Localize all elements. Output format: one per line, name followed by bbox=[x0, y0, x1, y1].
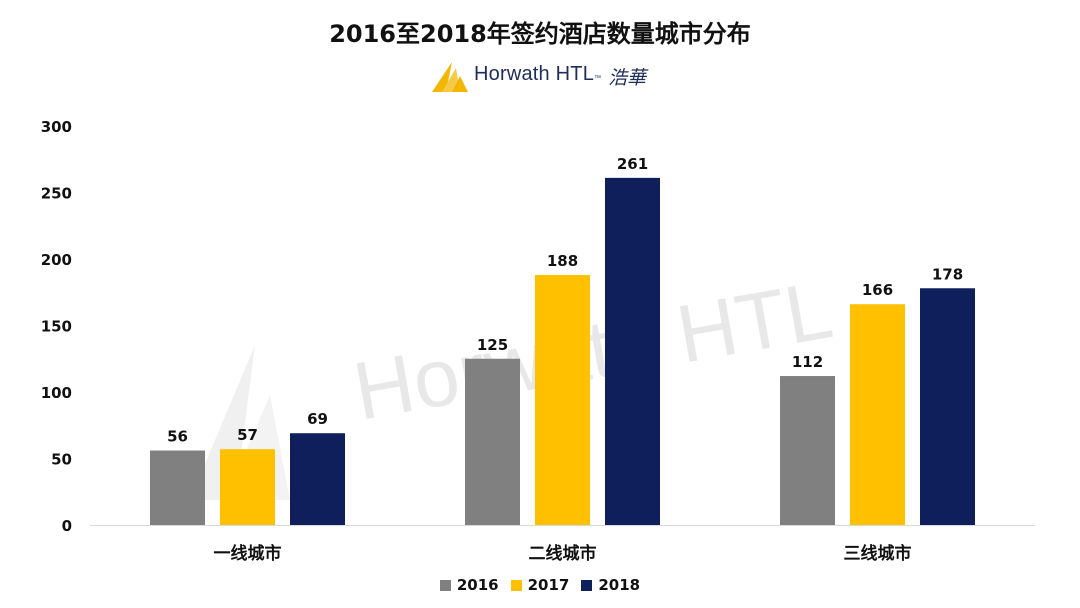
legend-label: 2018 bbox=[598, 576, 641, 594]
legend-label: 2017 bbox=[527, 576, 570, 594]
legend-swatch bbox=[439, 580, 451, 591]
data-label: 188 bbox=[547, 252, 578, 270]
x-tick-label: 一线城市 bbox=[214, 543, 282, 564]
bar bbox=[465, 358, 520, 525]
legend-item: 2016 bbox=[439, 576, 499, 594]
watermark-text: Horwath HTL bbox=[347, 264, 838, 437]
bar bbox=[220, 449, 275, 525]
data-label: 56 bbox=[167, 428, 188, 446]
bar bbox=[605, 177, 660, 525]
bar bbox=[850, 304, 905, 525]
legend-swatch bbox=[581, 580, 593, 591]
bar bbox=[780, 376, 835, 525]
legend-label: 2016 bbox=[456, 576, 499, 594]
y-tick-label: 300 bbox=[41, 118, 72, 136]
x-tick-label: 二线城市 bbox=[529, 543, 597, 564]
bar bbox=[920, 288, 975, 525]
x-tick-label: 三线城市 bbox=[844, 543, 912, 564]
data-labels: 56 57 69 125 188 261 112 166 178 bbox=[167, 155, 963, 446]
data-label: 57 bbox=[237, 426, 258, 444]
data-label: 178 bbox=[932, 265, 963, 283]
data-label: 112 bbox=[792, 353, 823, 371]
data-label: 166 bbox=[862, 281, 893, 299]
x-axis: 一线城市 二线城市 三线城市 bbox=[90, 525, 1035, 564]
chart-title: 2016至2018年签约酒店数量城市分布 bbox=[329, 20, 751, 48]
bars bbox=[150, 177, 975, 525]
y-tick-label: 200 bbox=[41, 251, 72, 269]
legend: 2016 2017 2018 bbox=[0, 576, 1080, 594]
legend-item: 2017 bbox=[510, 576, 570, 594]
data-label: 261 bbox=[617, 155, 648, 173]
legend-swatch bbox=[510, 580, 522, 591]
y-tick-label: 0 bbox=[62, 517, 72, 535]
data-label: 125 bbox=[477, 336, 508, 354]
y-tick-label: 250 bbox=[41, 185, 72, 203]
brand-logo: Horwath HTL™ 浩華 bbox=[430, 60, 660, 94]
bar bbox=[150, 450, 205, 525]
brand-chinese-name: 浩華 bbox=[608, 67, 647, 89]
bar bbox=[290, 433, 345, 525]
y-tick-label: 150 bbox=[41, 318, 72, 336]
horwath-logo-icon bbox=[432, 62, 468, 92]
y-axis: 0 50 100 150 200 250 300 bbox=[41, 118, 72, 535]
bar bbox=[535, 274, 590, 525]
brand-name: Horwath HTL™ bbox=[474, 63, 602, 85]
y-tick-label: 50 bbox=[51, 451, 72, 469]
data-label: 69 bbox=[307, 410, 328, 428]
legend-item: 2018 bbox=[581, 576, 640, 594]
y-tick-label: 100 bbox=[41, 384, 72, 402]
